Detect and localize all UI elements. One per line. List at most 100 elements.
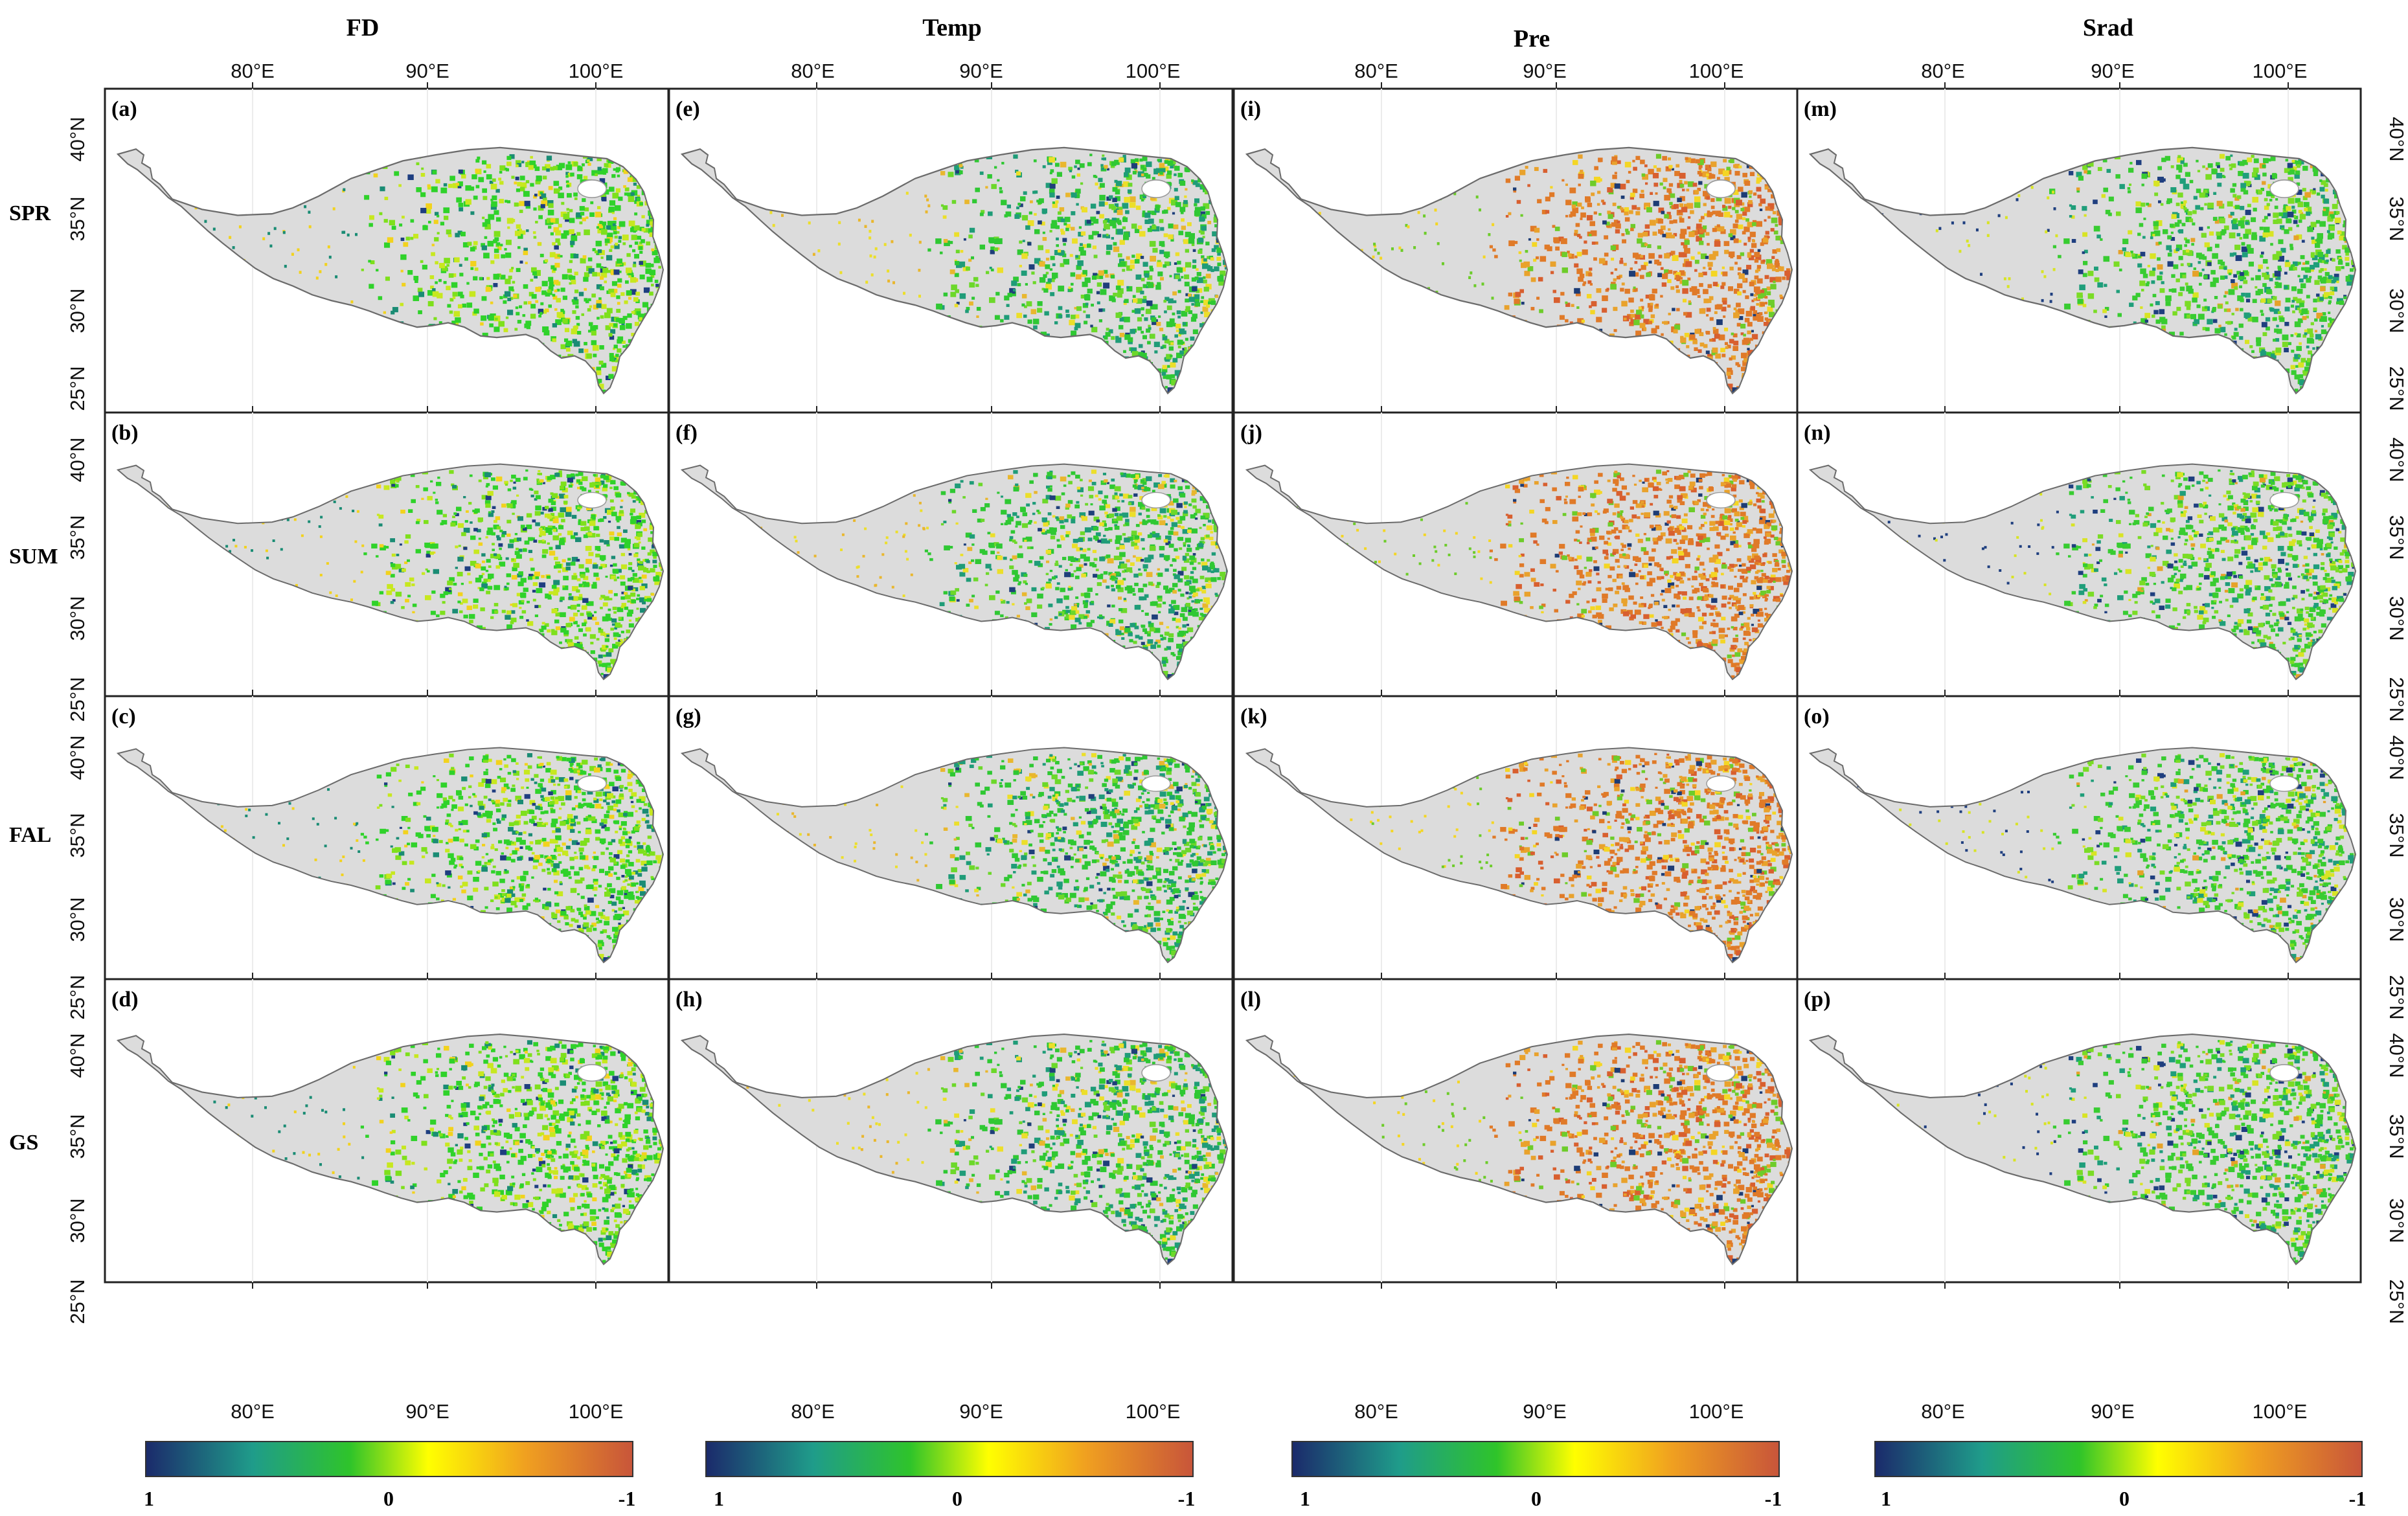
panel-label: (p)	[1804, 988, 1831, 1012]
colorbar-pre: 1 0 -1	[1291, 1441, 1782, 1510]
top-lon-tick: 80°E	[1921, 60, 1965, 82]
qinghai-lake	[2269, 1064, 2299, 1082]
qinghai-lake	[2269, 179, 2299, 199]
qinghai-lake	[577, 492, 607, 509]
panel-label: (l)	[1240, 988, 1261, 1012]
left-lat-tick: 30°N	[66, 1198, 89, 1243]
left-lat-tick: 30°N	[66, 596, 89, 640]
bottom-lon-tick: 100°E	[1126, 1400, 1181, 1423]
top-lon-tick: 80°E	[791, 60, 835, 82]
right-lat-tick: 30°N	[2385, 596, 2408, 640]
qinghai-lake	[577, 775, 607, 792]
top-lon-tick: 90°E	[2091, 60, 2135, 82]
bottom-lon-tick: 100°E	[2253, 1400, 2308, 1423]
top-longitude-ticks: 80°E 90°E 100°E 80°E 90°E 100°E 80°E 90°…	[231, 60, 2307, 82]
left-lat-tick: 35°N	[66, 515, 89, 560]
right-lat-tick: 35°N	[2385, 515, 2408, 560]
right-lat-tick: 30°N	[2385, 1198, 2408, 1243]
bottom-longitude-ticks: 80°E 90°E 100°E 80°E 90°E 100°E 80°E 90°…	[231, 1400, 2307, 1423]
top-lon-tick: 90°E	[959, 60, 1003, 82]
map-panel: (f)	[668, 406, 1234, 703]
colorbar-tick-right: -1	[1178, 1487, 1196, 1510]
qinghai-lake	[2269, 775, 2299, 792]
panel-label: (e)	[676, 97, 700, 121]
right-lat-tick: 25°N	[2385, 677, 2408, 721]
top-lon-tick: 100°E	[1689, 60, 1744, 82]
map-panel: (k)	[1232, 690, 1799, 986]
colorbar-tick-mid: 0	[1531, 1487, 1541, 1510]
panel-label: (m)	[1804, 97, 1837, 121]
left-lat-tick: 25°N	[66, 366, 89, 411]
top-lon-tick: 90°E	[1523, 60, 1567, 82]
bottom-lon-tick: 80°E	[231, 1400, 275, 1423]
qinghai-lake	[1706, 179, 1736, 199]
panel-label: (a)	[111, 97, 137, 121]
qinghai-lake	[577, 1064, 607, 1082]
top-lon-tick: 100°E	[569, 60, 624, 82]
right-lat-tick: 40°N	[2385, 735, 2408, 780]
panel-label: (f)	[676, 421, 698, 445]
panel-label: (o)	[1804, 705, 1830, 729]
colorbar-gradient	[1874, 1441, 2363, 1477]
right-lat-tick: 35°N	[2385, 813, 2408, 857]
bottom-lon-tick: 90°E	[1523, 1400, 1567, 1423]
top-lon-tick: 90°E	[405, 60, 449, 82]
left-lat-tick: 25°N	[66, 1279, 89, 1324]
map-panel: (g)	[668, 690, 1234, 986]
right-lat-tick: 35°N	[2385, 1114, 2408, 1159]
right-lat-tick: 35°N	[2385, 196, 2408, 241]
bottom-lon-tick: 90°E	[2091, 1400, 2135, 1423]
colorbar-gradient	[705, 1441, 1194, 1477]
colorbar-gradient	[145, 1441, 633, 1477]
map-panel: (n)	[1796, 406, 2362, 703]
bottom-lon-tick: 80°E	[791, 1400, 835, 1423]
left-lat-tick: 30°N	[66, 288, 89, 333]
top-lon-tick: 80°E	[1354, 60, 1398, 82]
map-panel: (o)	[1796, 690, 2362, 986]
map-panel: (b)	[104, 406, 670, 703]
top-lon-tick: 100°E	[2253, 60, 2308, 82]
left-lat-tick: 40°N	[66, 735, 89, 780]
colorbar-tick-left: 1	[1300, 1487, 1310, 1510]
colorbar-tick-mid: 0	[383, 1487, 394, 1510]
colorbar-tick-right: -1	[1765, 1487, 1782, 1510]
column-title-srad: Srad	[2083, 14, 2133, 41]
right-lat-tick: 25°N	[2385, 366, 2408, 411]
panel-label: (i)	[1240, 97, 1261, 121]
qinghai-lake	[1141, 1064, 1171, 1082]
colorbar-srad: 1 0 -1	[1874, 1441, 2366, 1510]
right-lat-tick: 30°N	[2385, 288, 2408, 333]
qinghai-lake	[1141, 775, 1171, 792]
column-titles: FD Temp Pre Srad	[346, 14, 2133, 52]
colorbar-tick-left: 1	[714, 1487, 724, 1510]
column-title-fd: FD	[346, 14, 380, 41]
correlation-pixels	[1273, 153, 1792, 394]
colorbar-tick-right: -1	[619, 1487, 636, 1510]
left-lat-tick: 35°N	[66, 813, 89, 857]
left-lat-tick: 35°N	[66, 196, 89, 241]
row-label-sum: SUM	[9, 545, 58, 569]
panel-label: (g)	[676, 705, 701, 729]
right-latitude-ticks: 40°N 35°N 30°N 25°N 40°N 35°N 30°N 25°N …	[2385, 117, 2408, 1324]
bottom-lon-tick: 90°E	[405, 1400, 449, 1423]
left-lat-tick: 40°N	[66, 437, 89, 482]
panel-label: (d)	[111, 988, 139, 1012]
bottom-lon-tick: 80°E	[1354, 1400, 1398, 1423]
map-panel: (j)	[1232, 406, 1799, 703]
map-panel: (p)	[1796, 973, 2362, 1289]
map-panel: (m)	[1796, 82, 2362, 419]
right-lat-tick: 25°N	[2385, 1279, 2408, 1324]
panel-label: (k)	[1240, 705, 1267, 729]
colorbar-fd: 1 0 -1	[144, 1441, 636, 1510]
panel-label: (n)	[1804, 421, 1831, 445]
qinghai-lake	[1141, 179, 1171, 199]
right-lat-tick: 40°N	[2385, 1033, 2408, 1078]
qinghai-lake	[577, 179, 607, 199]
top-lon-tick: 100°E	[1126, 60, 1181, 82]
panel-label: (h)	[676, 988, 703, 1012]
map-panel: (e)	[668, 82, 1234, 419]
map-panels: (a) (b) (c) (d) (e) (f) (g) (h) (i) (j) (k) (l) (m) (…	[104, 82, 2362, 1289]
panel-label: (c)	[111, 705, 136, 729]
right-lat-tick: 25°N	[2385, 975, 2408, 1019]
